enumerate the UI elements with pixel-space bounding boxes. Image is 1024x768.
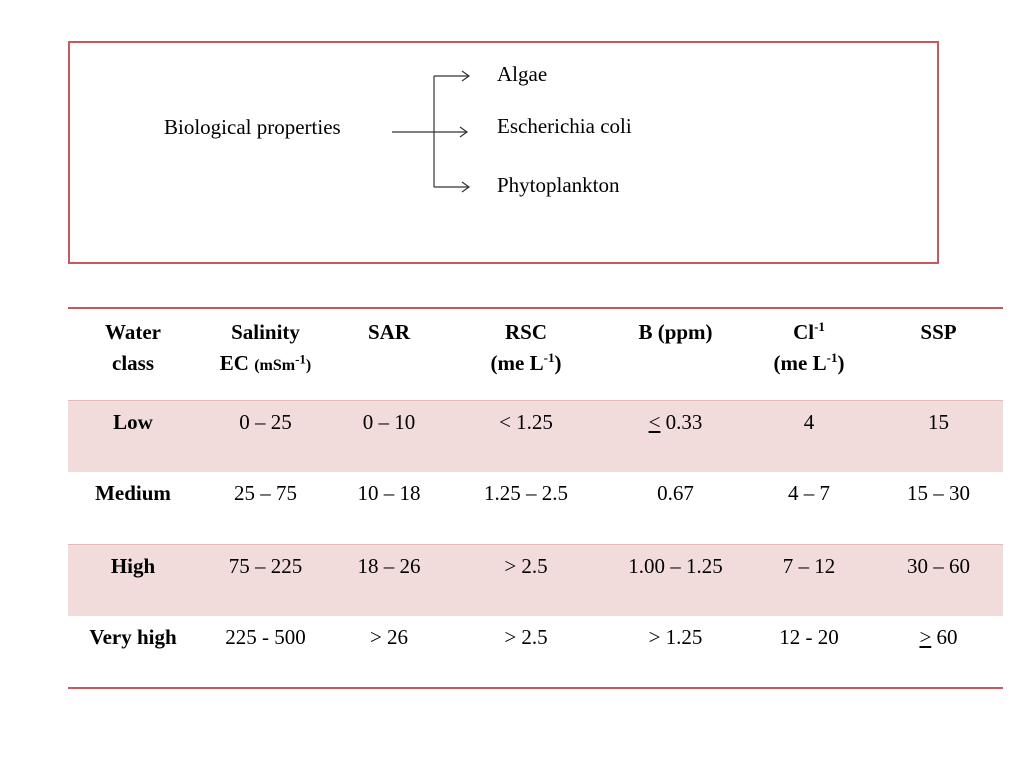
cell-class: Very high (89, 625, 177, 649)
table-header-row: Water class Salinity EC (mSm-1) SAR RSC … (68, 308, 1003, 400)
cell-b: > 1.25 (648, 625, 703, 649)
cell-sar: > 26 (369, 625, 409, 649)
cell-cl: 7 – 12 (744, 543, 874, 616)
cell-b: 0.67 (657, 481, 694, 505)
header-ssp: SSP (920, 320, 957, 344)
diagram-arrows (392, 70, 471, 193)
algae-arrowhead (461, 70, 471, 82)
header-cl: Cl-1 (me L-1) (773, 319, 845, 375)
cell-sar: 18 – 26 (333, 543, 445, 616)
table-row: Medium 25 – 75 10 – 18 1.25 – 2.5 0.67 4… (68, 472, 1003, 544)
water-class-table: Water class Salinity EC (mSm-1) SAR RSC … (68, 307, 1003, 689)
source-arrowhead (459, 126, 469, 138)
diagram-source-label: Biological properties (164, 115, 341, 139)
header-sar: SAR (367, 320, 410, 344)
cell-salinity: 25 – 75 (234, 481, 297, 505)
cell-cl: 4 (744, 399, 874, 472)
cell-b: < 0.33 (607, 399, 744, 472)
cell-rsc: < 1.25 (445, 399, 607, 472)
phytoplankton-arrowhead (461, 181, 471, 193)
cell-ssp: 15 – 30 (907, 481, 970, 505)
cell-rsc: 1.25 – 2.5 (484, 481, 568, 505)
cell-ssp: > 60 (919, 625, 958, 649)
cell-rsc: > 2.5 (445, 543, 607, 616)
cell-class: High (68, 543, 198, 616)
table-row: Very high 225 - 500 > 26 > 2.5 > 1.25 12… (68, 616, 1003, 688)
header-b: B (ppm) (638, 320, 713, 344)
cell-cl: 12 - 20 (779, 625, 839, 649)
cell-class: Low (68, 399, 198, 472)
diagram-target-algae: Algae (497, 62, 548, 86)
cell-salinity: 75 – 225 (198, 543, 333, 616)
cell-salinity: 225 - 500 (225, 625, 306, 649)
header-rsc: RSC (me L-1) (490, 320, 562, 375)
cell-sar: 0 – 10 (333, 399, 445, 472)
diagram-target-ecoli: Escherichia coli (497, 114, 632, 138)
cell-rsc: > 2.5 (504, 625, 548, 649)
diagram-target-phytoplankton: Phytoplankton (497, 173, 620, 197)
cell-cl: 4 – 7 (788, 481, 830, 505)
diagram-frame (68, 41, 939, 264)
cell-ssp: 15 (874, 399, 1003, 472)
cell-sar: 10 – 18 (357, 481, 421, 505)
header-salinity: Salinity EC (mSm-1) (219, 320, 312, 375)
cell-b: 1.00 – 1.25 (607, 543, 744, 616)
table-row: Low 0 – 25 0 – 10 < 1.25 < 0.33 4 15 (68, 399, 1003, 472)
cell-class: Medium (95, 481, 171, 505)
cell-salinity: 0 – 25 (198, 399, 333, 472)
table-row: High 75 – 225 18 – 26 > 2.5 1.00 – 1.25 … (68, 543, 1003, 616)
header-water-class: Water class (105, 320, 161, 375)
cell-ssp: 30 – 60 (874, 543, 1003, 616)
